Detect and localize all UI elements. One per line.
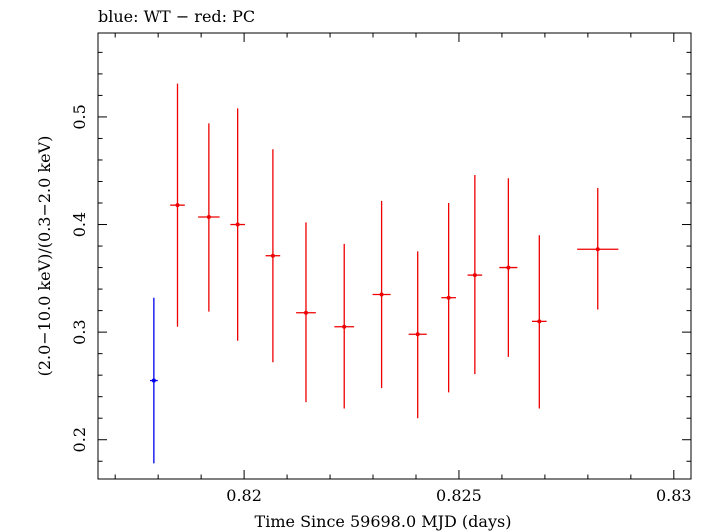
axis-tick-labels: 0.82 0.825 0.83 0.2 0.3 0.4 0.5 bbox=[70, 104, 692, 505]
x-axis-label: Time Since 59698.0 MJD (days) bbox=[255, 512, 512, 531]
data-marks bbox=[149, 83, 619, 464]
x-tick-label: 0.83 bbox=[656, 486, 692, 505]
data-point bbox=[151, 378, 156, 383]
y-tick-label: 0.5 bbox=[70, 104, 89, 129]
plot-frame bbox=[97, 32, 692, 480]
y-tick-label: 0.2 bbox=[70, 427, 89, 452]
y-axis-label: (2.0−10.0 keV)/(0.3−2.0 keV) bbox=[35, 136, 54, 377]
data-point bbox=[415, 332, 420, 337]
data-point bbox=[270, 253, 275, 258]
series-wt bbox=[149, 297, 158, 464]
series-pc bbox=[170, 83, 619, 419]
data-point bbox=[537, 319, 542, 324]
data-point bbox=[446, 295, 451, 300]
x-tick-label: 0.82 bbox=[226, 486, 262, 505]
data-point bbox=[472, 273, 477, 278]
data-point bbox=[595, 247, 600, 252]
data-point bbox=[303, 310, 308, 315]
x-tick-label: 0.825 bbox=[436, 486, 482, 505]
chart-title: blue: WT − red: PC bbox=[98, 7, 255, 26]
data-point bbox=[379, 292, 384, 297]
data-point bbox=[342, 324, 347, 329]
data-point bbox=[506, 265, 511, 270]
y-tick-label: 0.3 bbox=[70, 319, 89, 344]
data-point bbox=[175, 203, 180, 208]
y-tick-label: 0.4 bbox=[70, 212, 89, 237]
data-point bbox=[206, 214, 211, 219]
data-point bbox=[235, 222, 240, 227]
axis-ticks bbox=[98, 33, 691, 479]
